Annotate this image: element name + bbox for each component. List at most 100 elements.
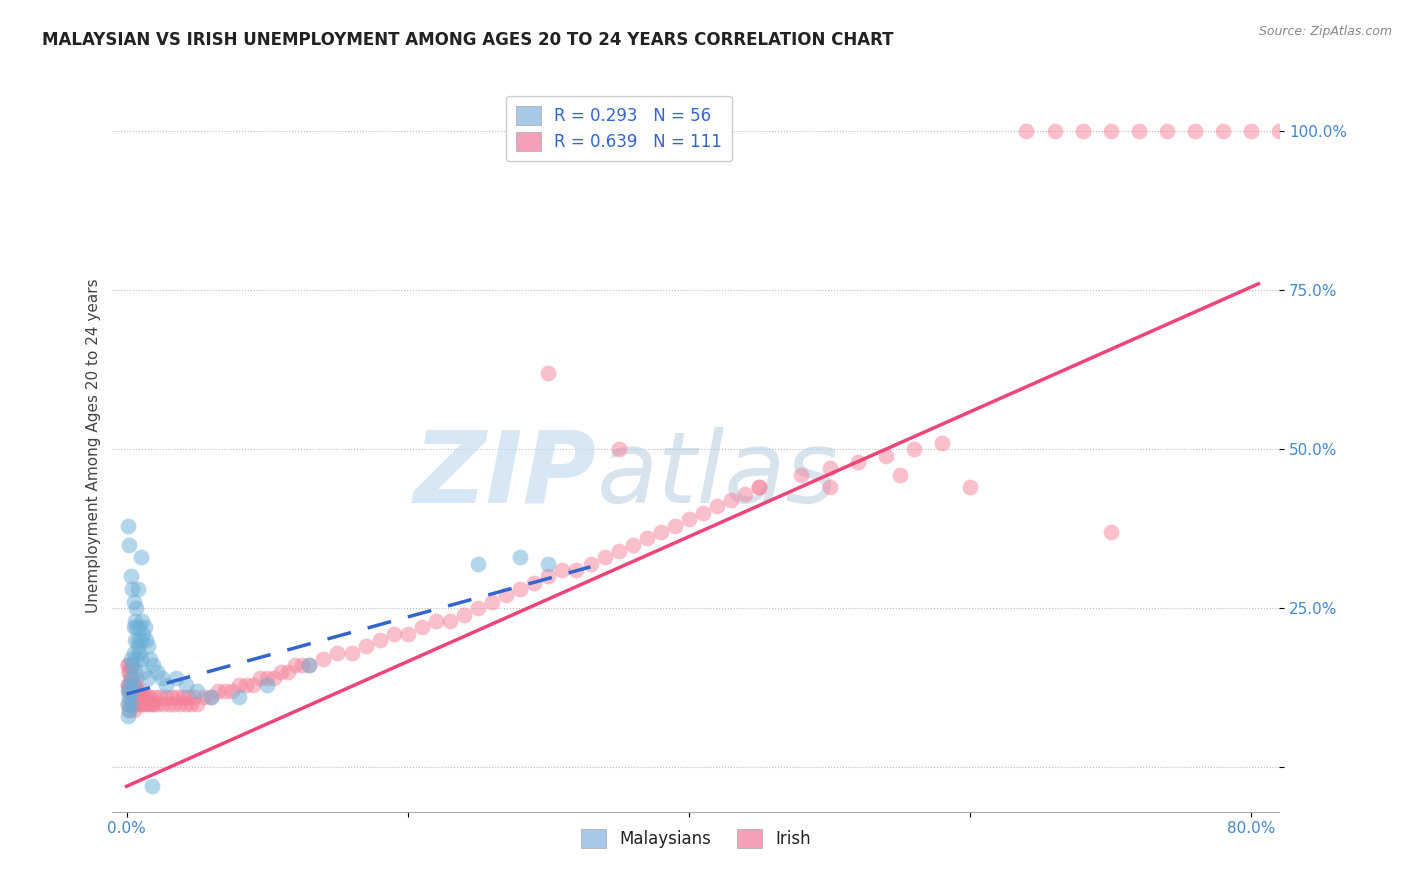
Text: ZIP: ZIP — [413, 426, 596, 524]
Point — [298, 658, 321, 673]
Point — [120, 652, 142, 666]
Point — [163, 697, 186, 711]
Point — [124, 632, 146, 647]
Point — [118, 665, 141, 679]
Point — [118, 703, 141, 717]
Point — [125, 690, 148, 705]
Point — [354, 640, 377, 654]
Point — [120, 697, 142, 711]
Point — [138, 697, 160, 711]
Point — [537, 557, 560, 571]
Point — [122, 703, 145, 717]
Point — [537, 569, 560, 583]
Point — [748, 480, 770, 494]
Point — [846, 455, 869, 469]
Point — [136, 690, 159, 705]
Point — [118, 703, 141, 717]
Point — [125, 601, 148, 615]
Point — [748, 480, 770, 494]
Point — [122, 595, 145, 609]
Point — [1099, 524, 1122, 539]
Point — [136, 640, 159, 654]
Point — [931, 435, 953, 450]
Point — [903, 442, 925, 457]
Point — [120, 690, 142, 705]
Point — [122, 684, 145, 698]
Point — [117, 709, 139, 723]
Point — [120, 658, 142, 673]
Point — [734, 486, 756, 500]
Point — [122, 677, 145, 691]
Point — [537, 366, 560, 380]
Point — [117, 658, 139, 673]
Point — [129, 652, 152, 666]
Point — [122, 620, 145, 634]
Point — [118, 677, 141, 691]
Point — [214, 684, 236, 698]
Point — [139, 652, 162, 666]
Point — [1240, 124, 1263, 138]
Point — [117, 677, 139, 691]
Point — [160, 690, 183, 705]
Point — [124, 677, 146, 691]
Point — [117, 677, 139, 691]
Point — [118, 684, 141, 698]
Point — [1212, 124, 1234, 138]
Point — [117, 518, 139, 533]
Point — [312, 652, 335, 666]
Point — [579, 557, 602, 571]
Point — [121, 677, 143, 691]
Point — [127, 640, 149, 654]
Point — [818, 480, 841, 494]
Point — [128, 646, 150, 660]
Point — [340, 646, 363, 660]
Point — [120, 569, 142, 583]
Point — [124, 665, 146, 679]
Point — [200, 690, 222, 705]
Point — [125, 652, 148, 666]
Point — [122, 677, 145, 691]
Point — [467, 557, 489, 571]
Point — [396, 626, 419, 640]
Point — [118, 665, 141, 679]
Point — [509, 582, 531, 596]
Point — [121, 684, 143, 698]
Point — [664, 518, 686, 533]
Point — [166, 690, 188, 705]
Text: atlas: atlas — [596, 426, 838, 524]
Point — [889, 467, 911, 482]
Point — [790, 467, 813, 482]
Point — [139, 690, 162, 705]
Point — [193, 690, 215, 705]
Point — [382, 626, 405, 640]
Point — [818, 461, 841, 475]
Point — [127, 697, 149, 711]
Point — [128, 690, 150, 705]
Point — [875, 449, 897, 463]
Point — [650, 524, 672, 539]
Point — [146, 697, 169, 711]
Point — [523, 575, 546, 590]
Point — [131, 614, 153, 628]
Point — [117, 697, 139, 711]
Point — [425, 614, 447, 628]
Point — [453, 607, 475, 622]
Point — [607, 544, 630, 558]
Point — [411, 620, 433, 634]
Point — [146, 665, 169, 679]
Point — [439, 614, 461, 628]
Point — [495, 589, 517, 603]
Point — [135, 632, 157, 647]
Point — [157, 697, 180, 711]
Point — [593, 550, 616, 565]
Point — [132, 665, 155, 679]
Point — [149, 690, 172, 705]
Point — [121, 697, 143, 711]
Point — [132, 626, 155, 640]
Point — [129, 550, 152, 565]
Point — [692, 506, 714, 520]
Point — [129, 684, 152, 698]
Point — [326, 646, 349, 660]
Point — [134, 620, 156, 634]
Y-axis label: Unemployment Among Ages 20 to 24 years: Unemployment Among Ages 20 to 24 years — [86, 278, 101, 614]
